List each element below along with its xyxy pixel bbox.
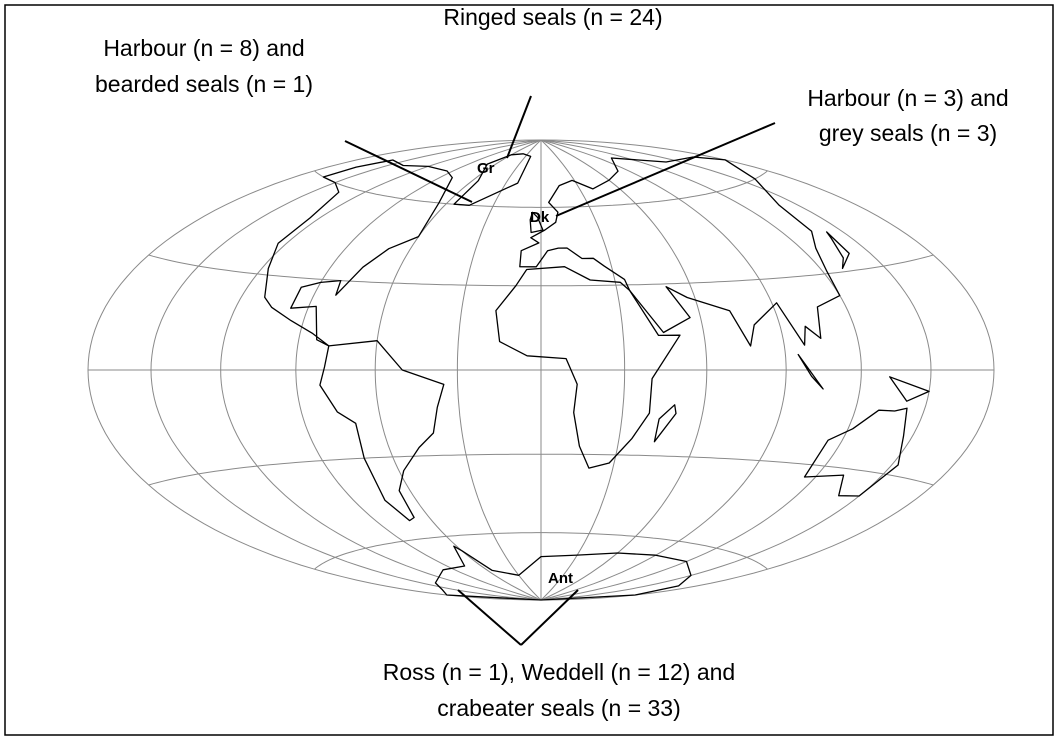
coastline	[519, 156, 841, 347]
coastline	[264, 159, 453, 347]
leader	[457, 589, 522, 646]
leader-lines	[344, 95, 776, 646]
leader	[506, 95, 532, 159]
coastline	[889, 376, 930, 402]
annotation: grey seals (n = 3)	[819, 120, 997, 146]
coastline	[495, 266, 681, 469]
graticule-line	[314, 532, 768, 570]
region-label: Gr	[477, 160, 495, 177]
graticule-line	[148, 254, 934, 287]
region-label: Ant	[548, 570, 573, 587]
coastlines	[264, 153, 930, 601]
coastline	[803, 407, 908, 497]
coastline	[825, 231, 850, 270]
annotation: Ringed seals (n = 24)	[443, 4, 662, 30]
graticule-line	[314, 170, 768, 208]
annotation: Harbour (n = 8) and	[103, 35, 304, 61]
graticule-line	[148, 453, 934, 486]
coastline	[319, 340, 445, 522]
coastline	[453, 153, 532, 206]
coastline	[653, 404, 677, 443]
graticule	[87, 139, 995, 601]
annotation: Harbour (n = 3) and	[807, 85, 1008, 111]
region-label: Dk	[530, 209, 550, 226]
annotation: Ross (n = 1), Weddell (n = 12) and	[383, 659, 735, 685]
leader	[520, 589, 579, 646]
coastline	[434, 545, 692, 601]
leader	[344, 140, 473, 203]
coastline	[529, 211, 544, 234]
annotation: crabeater seals (n = 33)	[437, 695, 681, 721]
coastline	[797, 353, 824, 390]
annotation: bearded seals (n = 1)	[95, 71, 313, 97]
leader	[555, 122, 776, 217]
